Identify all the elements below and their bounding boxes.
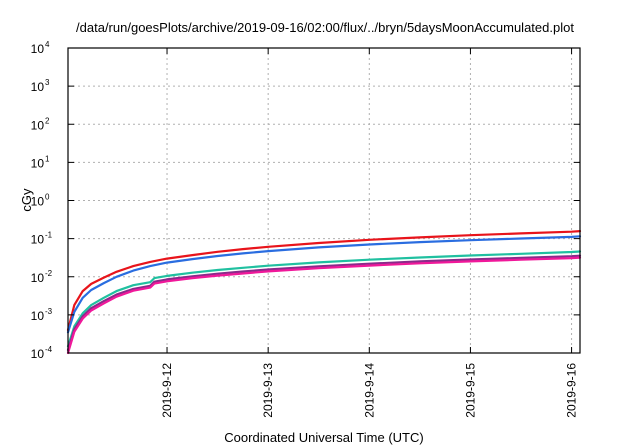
y-tick-base: 10 [31,118,45,132]
y-tick-label: 10 1 [31,154,50,170]
x-tick-label: 2019-9-12 [160,363,174,418]
x-tick-label: 2019-9-15 [463,363,477,418]
y-tick-exponent: -2 [45,269,53,278]
series-line-1 [66,230,582,332]
y-tick-base: 10 [31,42,45,56]
y-tick-exponent: 4 [45,40,50,49]
grid [68,48,580,353]
y-tick-exponent: 0 [45,193,50,202]
y-tick-base: 10 [31,195,45,209]
y-tick-base: 10 [31,80,45,94]
y-tick-exponent: -1 [45,231,53,240]
chart-title: /data/run/goesPlots/archive/2019-09-16/0… [76,20,574,35]
series-line-3 [66,250,582,348]
x-tick-label: 2019-9-16 [565,363,579,418]
y-tick-label: 10 -1 [31,231,53,247]
x-axis-label: Coordinated Universal Time (UTC) [224,430,423,445]
y-tick-label: 10 0 [31,193,50,209]
y-tick-exponent: 2 [45,116,50,125]
y-tick-label: 10 -4 [31,345,53,361]
y-tick-label: 10 2 [31,116,50,132]
series-layer [66,230,582,355]
series-line-5 [66,256,582,355]
y-tick-base: 10 [31,309,45,323]
y-tick-exponent: 3 [45,78,50,87]
y-tick-label: 10 3 [31,78,50,94]
x-tick-label: 2019-9-14 [362,363,376,418]
y-tick-label: 10 4 [31,40,50,56]
y-tick-exponent: -3 [45,307,53,316]
series-line-2 [66,235,582,334]
y-tick-exponent: -4 [45,345,53,354]
series-line-4 [66,254,582,352]
y-tick-label: 10 -3 [31,307,53,323]
y-tick-exponent: 1 [45,154,50,163]
y-tick-base: 10 [31,347,45,361]
x-axis: 2019-9-12 2019-9-13 2019-9-14 2019-9-15 2019… [160,48,579,418]
x-tick-label: 2019-9-13 [261,363,275,418]
y-tick-base: 10 [31,156,45,170]
y-tick-label: 10 -2 [31,269,53,285]
y-tick-base: 10 [31,233,45,247]
y-tick-base: 10 [31,271,45,285]
y-axis-label: cGy [19,188,34,212]
